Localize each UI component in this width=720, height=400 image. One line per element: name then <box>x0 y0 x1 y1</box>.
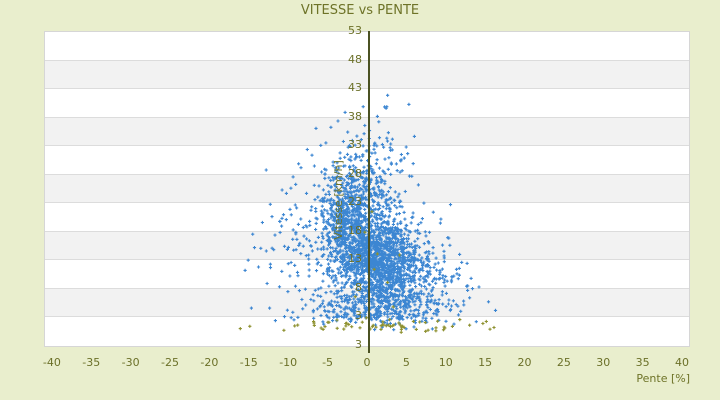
x-tick-label: -35 <box>82 356 101 369</box>
plot-area <box>44 31 690 347</box>
x-tick-label: 5 <box>402 356 410 369</box>
x-tick-label: -15 <box>239 356 258 369</box>
y-tick-label: 18 <box>348 223 362 237</box>
x-tick-label: -40 <box>42 356 61 369</box>
y-tick-label: 53 <box>348 24 362 37</box>
gridline <box>45 316 689 318</box>
plot-stripe <box>45 32 689 61</box>
y-tick-label: 3 <box>355 338 362 351</box>
plot-stripe <box>45 117 689 147</box>
gridline <box>45 202 689 204</box>
y-tick-label: 48 <box>348 52 362 66</box>
x-tick-label: 10 <box>438 356 453 369</box>
gridline <box>45 116 689 118</box>
plot-stripe <box>45 89 689 118</box>
series-arret-points <box>238 210 496 334</box>
plot-stripe <box>45 60 689 90</box>
gridline <box>45 88 689 90</box>
x-tick-label: -5 <box>322 356 334 369</box>
x-tick-label: 15 <box>478 356 493 369</box>
x-tick-label: 25 <box>556 356 571 369</box>
y-tick-label: 28 <box>348 166 362 180</box>
y-tick-label: 38 <box>348 109 362 123</box>
x-tick-label: -25 <box>161 356 179 369</box>
x-tick-label: 20 <box>517 356 532 369</box>
gridline <box>45 145 689 147</box>
y-axis-line <box>368 31 370 353</box>
y-tick-label: 33 <box>348 138 362 152</box>
x-tick-label: 30 <box>596 356 611 369</box>
x-tick-label: 0 <box>363 356 371 369</box>
x-tick-label: -30 <box>121 356 140 369</box>
y-axis-title: Vitesse [km/h] <box>332 160 345 240</box>
plot-stripe <box>45 317 689 346</box>
y-tick-label: 13 <box>348 252 362 266</box>
x-tick-label: -10 <box>279 356 298 369</box>
x-tick-label: 35 <box>635 356 650 369</box>
x-axis-title: Pente [%] <box>636 372 690 385</box>
y-tick-label: 43 <box>348 81 362 95</box>
x-tick-label: 40 <box>675 356 689 369</box>
x-tick-label: -20 <box>200 356 219 369</box>
y-tick-label: 3 <box>355 309 362 323</box>
scatter-points-canvas <box>238 93 498 334</box>
y-tick-label: 23 <box>348 195 362 209</box>
gridline <box>45 59 689 61</box>
series-vitesse-vs-pente <box>243 93 498 332</box>
y-tick-label: 8 <box>355 280 362 294</box>
chart-title: VITESSE vs PENTE <box>300 3 420 18</box>
